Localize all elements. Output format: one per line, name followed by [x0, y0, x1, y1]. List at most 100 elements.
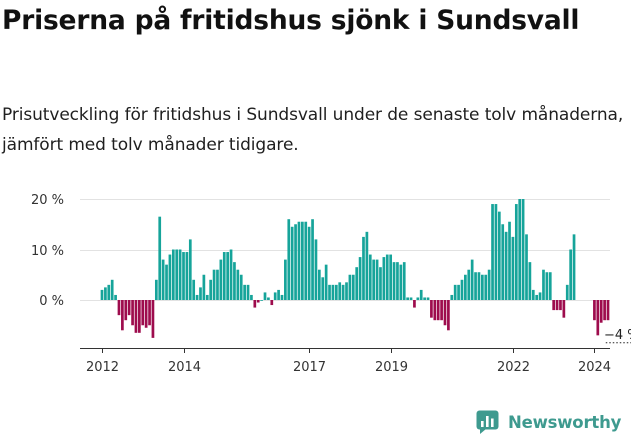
bar: [209, 279, 213, 300]
y-tick-label: 10 %: [31, 244, 64, 259]
bar: [362, 236, 365, 301]
bar: [124, 300, 128, 321]
x-axis-ticks: 2012 2014 2017 2019 2022 2024: [86, 348, 611, 375]
bar: [165, 264, 168, 300]
bar: [508, 221, 511, 300]
bar: [151, 300, 155, 338]
bar: [497, 211, 501, 301]
bar: [358, 257, 362, 300]
bar: [423, 297, 426, 300]
x-tick-label: 2019: [375, 360, 408, 375]
bar: [416, 297, 420, 300]
bar: [341, 284, 345, 300]
bar: [542, 269, 545, 300]
bar: [219, 259, 223, 300]
bar: [253, 300, 257, 308]
bar: [260, 300, 263, 301]
bar: [409, 297, 413, 300]
bar: [450, 294, 454, 300]
brand-logo: Newsworthy: [476, 407, 621, 437]
bar: [569, 249, 572, 300]
bar: [484, 274, 488, 300]
bar: [144, 300, 148, 328]
bar: [104, 287, 107, 301]
bar: [470, 259, 474, 300]
bar: [138, 300, 141, 333]
bar: [457, 284, 460, 300]
bar: [385, 254, 389, 300]
newsworthy-logo-icon: [476, 410, 499, 434]
bar: [161, 259, 165, 300]
bar: [239, 274, 243, 300]
bar: [511, 236, 515, 301]
bar: [158, 216, 162, 300]
bar: [596, 300, 600, 336]
bar: [396, 262, 399, 301]
bar: [460, 279, 464, 300]
bar: [171, 249, 175, 300]
bar: [229, 249, 233, 300]
bar: [185, 252, 189, 301]
bar: [222, 252, 226, 301]
bar: [389, 254, 393, 300]
bar: [233, 262, 236, 301]
bar: [464, 274, 467, 300]
bar: [525, 234, 528, 300]
bar: [277, 289, 280, 300]
bar: [379, 267, 382, 300]
bar: [518, 199, 522, 300]
latest-value-label: −4 %: [604, 328, 631, 343]
bar: [321, 277, 325, 300]
bar: [382, 257, 386, 300]
chart-title: Priserna på fritidshus sjönk i Sundsvall: [2, 5, 580, 36]
bar: [188, 239, 192, 300]
bar: [443, 300, 447, 326]
bar: [304, 221, 308, 300]
bar: [606, 300, 610, 321]
bar: [406, 297, 409, 300]
bar: [365, 231, 369, 300]
bar: [273, 292, 277, 300]
bar: [311, 219, 314, 300]
bar: [226, 252, 229, 301]
bar: [419, 289, 423, 300]
bar: [328, 284, 331, 300]
bar: [345, 282, 348, 301]
bar: [121, 300, 124, 331]
bar: [447, 300, 450, 331]
bar: [267, 297, 270, 300]
bar: [494, 204, 498, 300]
bar: [338, 282, 342, 301]
bar: [154, 279, 158, 300]
bar: [487, 269, 491, 300]
bar: [307, 226, 311, 300]
bar: [531, 289, 535, 300]
bar: [256, 300, 260, 303]
bar: [182, 252, 185, 301]
x-tick-label: 2017: [293, 360, 326, 375]
bar: [572, 234, 576, 300]
y-tick-label: 20 %: [31, 193, 64, 208]
bar: [314, 239, 318, 300]
bar: [243, 284, 246, 300]
x-tick-label: 2024: [578, 360, 611, 375]
bar: [599, 300, 603, 323]
bar: [453, 284, 457, 300]
bar: [148, 300, 151, 326]
bar: [131, 300, 134, 326]
bar: [324, 264, 328, 300]
bar: [114, 294, 117, 300]
bar: [440, 300, 443, 321]
bar: [474, 272, 477, 300]
bar: [528, 262, 532, 301]
bar: [593, 300, 596, 321]
bar: [565, 284, 569, 300]
bar: [351, 274, 355, 300]
bar: [603, 300, 606, 321]
x-tick-label: 2014: [168, 360, 201, 375]
bar: [552, 300, 556, 311]
bar: [250, 294, 253, 300]
bar: [202, 274, 206, 300]
bar: [392, 262, 396, 301]
chart-subtitle: Prisutveckling för fritidshus i Sundsval…: [2, 105, 624, 155]
